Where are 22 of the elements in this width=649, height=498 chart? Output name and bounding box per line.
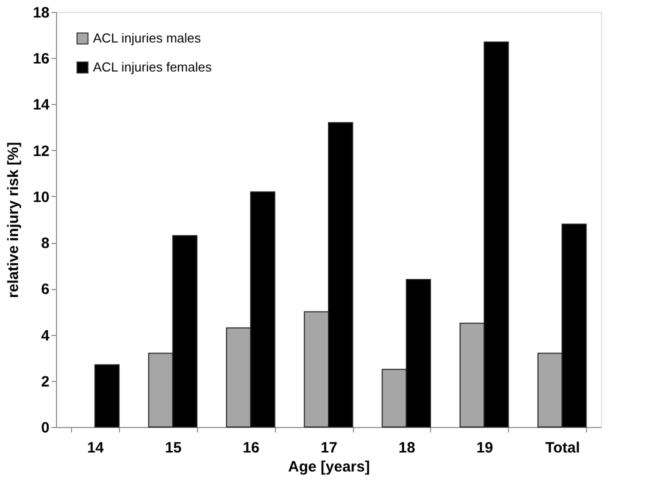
- x-tick-label: 18: [398, 440, 416, 456]
- y-tick-label: 8: [41, 235, 50, 252]
- y-tick-label: 0: [41, 420, 50, 436]
- legend-label: ACL injuries males: [93, 30, 202, 46]
- y-tick-label: 16: [32, 50, 50, 68]
- y-tick-label: 2: [41, 373, 50, 390]
- x-tick-label: 15: [164, 440, 182, 456]
- y-tick-label: 12: [32, 142, 50, 160]
- x-axis-title: Age [years]: [288, 458, 370, 476]
- y-axis-title: relative injury risk [%]: [4, 142, 22, 298]
- x-tick-label: 14: [87, 440, 104, 456]
- x-tick-label: 17: [320, 440, 338, 456]
- y-tick-label: 18: [32, 4, 50, 22]
- y-tick-label: 4: [41, 327, 50, 344]
- x-tick-label: 19: [476, 440, 494, 456]
- y-tick-label: 14: [32, 96, 50, 114]
- x-tick-label: 16: [242, 440, 260, 456]
- bar: [94, 364, 120, 428]
- y-tick-label: 10: [32, 188, 50, 206]
- legend-label: ACL injuries females: [93, 60, 212, 74]
- x-tick-label: Total: [545, 440, 580, 456]
- y-tick-label: 6: [41, 281, 50, 298]
